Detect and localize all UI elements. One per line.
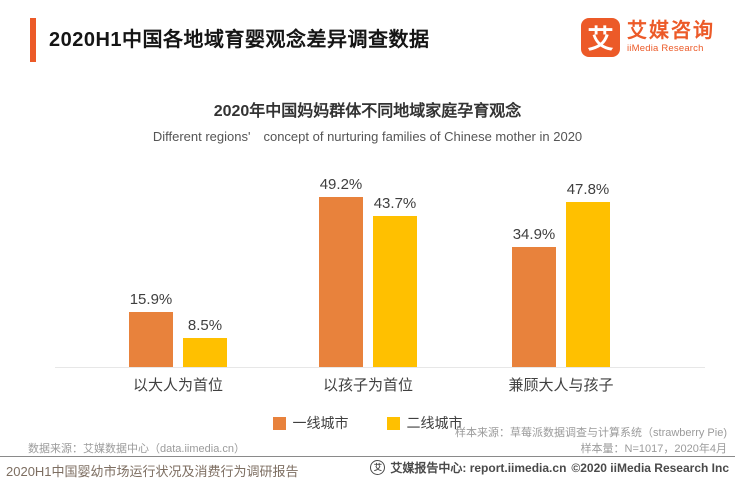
report-center-text: 艾媒报告中心: report.iimedia.cn [390,461,567,475]
bar-value-label: 49.2% [319,176,363,193]
legend: 一线城市 二线城市 [0,413,735,433]
bar-wrap: 47.8% [566,181,610,367]
bar [566,202,610,367]
footer-divider [0,456,735,457]
chart-subtitle: Different regions' concept of nurturing … [152,129,583,144]
iimedia-report-icon: 艾 [370,460,386,475]
category-label: 以大人为首位 [132,377,223,394]
x-axis-line [55,367,705,368]
bar-pair: 49.2% 43.7% [293,176,443,367]
bar-wrap: 49.2% [319,176,363,367]
chart-group: 34.9% 47.8% 兼顾大人与孩子 [486,170,636,397]
bar [129,312,173,367]
legend-item: 一线城市 [272,413,349,433]
bar [319,197,363,367]
category-label: 以孩子为首位 [322,377,413,394]
bar-pair: 15.9% 8.5% [103,291,253,367]
header: 2020H1中国各地域育婴观念差异调查数据 艾 艾媒咨询 iiMedia Res… [30,18,715,62]
bar-value-label: 8.5% [187,317,223,334]
bar-value-label: 47.8% [566,181,610,198]
bar-chart: 15.9% 8.5% 以大人为首位 49.2% 43.7% 以孩子为首位 34.9% 47.8… [70,170,705,397]
chart-group: 49.2% 43.7% 以孩子为首位 [293,170,443,397]
footer-right: 艾 艾媒报告中心: report.iimedia.cn ©2020 iiMedi… [370,459,729,476]
bar [373,216,417,367]
sample-size-line: 样本量：N=1017，2020年4月 [580,443,727,455]
bar-wrap: 34.9% [512,226,556,367]
category-label: 兼顾大人与孩子 [508,377,614,394]
bar-value-label: 34.9% [512,226,556,243]
legend-label: 一线城市 [292,415,349,431]
chart-title: 2020年中国妈妈群体不同地域家庭孕育观念 [213,103,522,120]
sample-source-line: 样本来源：草莓派数据调查与计算系统（strawberry Pie) [455,427,727,439]
iimedia-logo: 艾 艾媒咨询 iiMedia Research [581,18,715,57]
legend-swatch-icon [386,416,400,430]
bar-wrap: 8.5% [183,317,227,367]
header-title-block: 2020H1中国各地域育婴观念差异调查数据 [30,18,430,62]
legend-item: 二线城市 [386,413,463,433]
data-source-note: 数据来源：艾媒数据中心（data.iimedia.cn） [28,443,245,455]
bar-value-label: 43.7% [373,195,417,212]
iimedia-logo-text: 艾媒咨询 iiMedia Research [627,21,715,54]
chart-group: 15.9% 8.5% 以大人为首位 [103,170,253,397]
bar-wrap: 43.7% [373,195,417,367]
copyright-text: ©2020 iiMedia Research Inc [571,460,729,475]
legend-swatch-icon [272,416,286,430]
bar-wrap: 15.9% [129,291,173,367]
logo-name-en: iiMedia Research [627,43,704,55]
bar-value-label: 15.9% [129,291,173,308]
logo-name-cn: 艾媒咨询 [627,20,715,43]
bar-pair: 34.9% 47.8% [486,181,636,367]
legend-label: 二线城市 [406,415,463,431]
page-title: 2020H1中国各地域育婴观念差异调查数据 [49,29,430,51]
report-title: 2020H1中国婴幼市场运行状况及消费行为调研报告 [6,464,299,479]
sample-source-note: 样本来源：草莓派数据调查与计算系统（strawberry Pie) 样本量：N=… [455,425,727,457]
bar [183,338,227,367]
bar [512,247,556,367]
iimedia-logo-icon: 艾 [581,18,620,57]
accent-bar [30,18,36,62]
